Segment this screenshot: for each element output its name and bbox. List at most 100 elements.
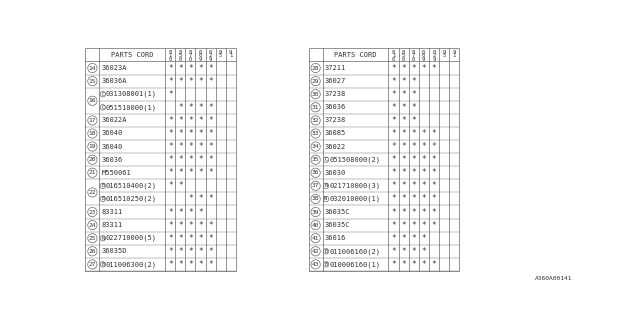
Text: *: * [431,129,436,138]
Text: 24: 24 [89,223,96,228]
Text: B: B [324,262,328,267]
Text: 0: 0 [422,50,426,55]
Text: 36036: 36036 [325,104,346,110]
Text: 5: 5 [402,53,405,59]
Text: *: * [391,195,396,204]
Text: *: * [188,234,193,243]
Text: *: * [198,234,203,243]
Text: 40: 40 [312,223,319,228]
Text: 5: 5 [219,53,222,59]
Text: *: * [168,247,173,256]
Text: 37211: 37211 [325,65,346,71]
Text: B: B [101,262,104,267]
Text: *: * [431,195,436,204]
Text: *: * [188,116,193,125]
Text: *: * [401,247,406,256]
Text: 8: 8 [169,50,172,55]
Text: *: * [431,208,436,217]
Text: *: * [178,181,182,190]
Text: *: * [412,168,416,177]
Text: N: N [101,236,104,241]
Text: 011006160(2): 011006160(2) [329,248,380,254]
Text: *: * [412,129,416,138]
Text: *: * [208,129,213,138]
Text: 38: 38 [312,196,319,202]
Text: *: * [178,76,182,86]
Text: *: * [208,220,213,230]
Text: 14: 14 [89,66,96,70]
Text: *: * [401,142,406,151]
Text: 36035C: 36035C [325,222,351,228]
Text: 8: 8 [189,50,192,55]
Text: *: * [198,116,203,125]
Text: 36085: 36085 [325,131,346,137]
Text: *: * [412,103,416,112]
Text: *: * [401,129,406,138]
Text: *: * [198,76,203,86]
Text: *: * [391,234,396,243]
Text: 016510400(2): 016510400(2) [106,183,157,189]
Text: N: N [324,183,328,188]
Text: 0: 0 [179,57,182,62]
Text: *: * [391,220,396,230]
Bar [308,48,459,271]
Text: 36023A: 36023A [102,65,127,71]
Text: *: * [401,208,406,217]
Text: 39: 39 [312,210,319,214]
Text: *: * [188,142,193,151]
Text: 1: 1 [452,53,456,59]
Text: *: * [431,168,436,177]
Text: 36016: 36016 [325,235,346,241]
Text: *: * [178,129,182,138]
Text: *: * [208,168,213,177]
Text: 36022A: 36022A [102,117,127,124]
Text: *: * [412,64,416,73]
Text: *: * [391,168,396,177]
Text: *: * [208,234,213,243]
Text: B: B [101,183,104,188]
Text: 43: 43 [312,262,319,267]
Text: M550061: M550061 [102,170,131,176]
Text: C: C [101,105,104,110]
Text: *: * [431,220,436,230]
Text: 0: 0 [199,53,202,59]
Text: *: * [178,103,182,112]
Text: *: * [208,260,213,269]
Text: *: * [412,90,416,99]
Text: 021710000(3): 021710000(3) [329,183,380,189]
Text: 0: 0 [392,57,395,62]
Text: 36: 36 [312,170,319,175]
Text: 1: 1 [392,53,395,59]
Text: W: W [324,196,328,202]
Text: *: * [401,76,406,86]
Text: *: * [198,220,203,230]
Text: C: C [101,92,104,97]
Text: 16: 16 [89,98,96,103]
Text: 36036: 36036 [102,157,123,163]
Text: B: B [324,249,328,254]
Text: *: * [421,260,426,269]
Text: 8: 8 [392,50,395,55]
Text: *: * [391,208,396,217]
Text: *: * [188,208,193,217]
Text: *: * [178,260,182,269]
Text: 18: 18 [89,131,96,136]
Text: *: * [198,142,203,151]
Text: *: * [401,155,406,164]
Text: 19: 19 [89,144,96,149]
Text: A360A00141: A360A00141 [534,276,572,281]
Text: *: * [198,195,203,204]
Text: 23: 23 [89,210,96,214]
Text: *: * [431,155,436,164]
Text: 5: 5 [442,53,445,59]
Text: 36036A: 36036A [102,78,127,84]
Text: *: * [421,129,426,138]
Text: *: * [178,208,182,217]
Text: *: * [431,260,436,269]
Text: 36022: 36022 [325,144,346,149]
Text: 051508000(2): 051508000(2) [329,156,380,163]
Text: 36035C: 36035C [325,209,351,215]
Text: 9: 9 [199,57,202,62]
Text: *: * [421,64,426,73]
Text: *: * [208,103,213,112]
